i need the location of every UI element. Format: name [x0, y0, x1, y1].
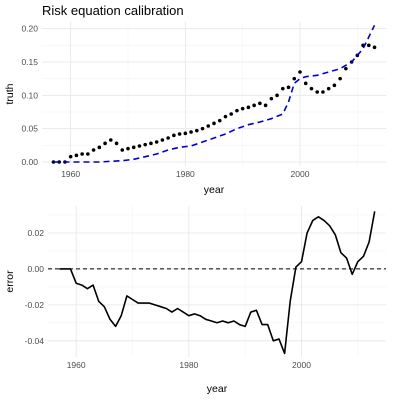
- error-line: [59, 211, 376, 355]
- data-point: [309, 86, 314, 91]
- x-tick-label: 1960: [61, 169, 80, 179]
- y-tick-label: 0.15: [21, 57, 38, 67]
- data-point: [298, 70, 302, 74]
- data-point: [217, 118, 222, 123]
- data-point: [332, 83, 337, 88]
- data-point: [303, 81, 308, 86]
- data-point: [275, 93, 279, 98]
- data-point: [172, 133, 176, 138]
- data-point: [189, 130, 193, 134]
- y-tick-label: 0.20: [21, 24, 38, 34]
- data-point: [326, 86, 331, 91]
- y-axis-label: truth: [4, 83, 16, 104]
- x-tick-label: 2000: [292, 360, 311, 370]
- data-point: [183, 131, 188, 136]
- truth-panel: 1960 1980 2000 0.00 0.05 0.10 0.15 0.20 year trut…: [4, 22, 386, 196]
- data-point: [137, 144, 142, 148]
- data-point: [149, 141, 153, 146]
- data-point: [252, 103, 256, 108]
- data-point: [206, 124, 211, 128]
- x-axis-label: year: [207, 383, 228, 395]
- prediction-line: [53, 24, 376, 163]
- data-point: [91, 148, 96, 152]
- data-point: [126, 146, 130, 151]
- data-point: [321, 90, 325, 94]
- data-point: [269, 96, 274, 101]
- data-point: [258, 101, 262, 106]
- x-tick-label: 2000: [291, 169, 310, 179]
- data-point: [86, 152, 90, 156]
- data-point: [166, 136, 170, 140]
- x-axis-label: year: [204, 184, 225, 196]
- data-point: [229, 112, 233, 116]
- data-point: [80, 152, 84, 156]
- data-point: [281, 86, 285, 91]
- data-point: [114, 141, 119, 146]
- x-tick-label: 1980: [176, 169, 195, 179]
- x-tick-label: 1960: [67, 360, 86, 370]
- data-point: [367, 43, 371, 48]
- data-point: [103, 141, 107, 146]
- data-point: [292, 76, 297, 81]
- data-point: [344, 66, 348, 71]
- data-point: [120, 148, 125, 152]
- data-point: [143, 142, 147, 147]
- data-point: [51, 160, 56, 164]
- data-point: [223, 114, 228, 119]
- y-tick-label: -0.02: [25, 300, 45, 310]
- data-point: [200, 126, 205, 131]
- y-tick-label: 0.00: [21, 157, 38, 167]
- data-point: [372, 45, 377, 50]
- y-tick-label: -0.04: [25, 336, 45, 346]
- data-point: [263, 103, 268, 108]
- data-point: [97, 145, 102, 150]
- data-point: [154, 140, 159, 144]
- data-point: [177, 132, 182, 136]
- data-point: [160, 138, 165, 142]
- y-axis-label: error: [4, 270, 16, 293]
- y-tick-label: 0.05: [21, 124, 38, 134]
- error-panel: 1960 1980 2000 -0.04 -0.02 0.00 0.02 year error: [4, 206, 386, 395]
- y-tick-label: 0.02: [27, 228, 44, 238]
- data-point: [74, 153, 79, 158]
- data-point: [195, 128, 199, 133]
- data-point: [131, 145, 136, 150]
- data-point: [235, 108, 239, 113]
- y-tick-label: 0.00: [27, 264, 44, 274]
- x-tick-label: 1980: [179, 360, 198, 370]
- data-point: [240, 106, 245, 111]
- data-point: [68, 154, 73, 159]
- data-point: [212, 121, 216, 126]
- chart-title: Risk equation calibration: [42, 3, 184, 18]
- data-point: [315, 90, 320, 94]
- data-point: [109, 138, 113, 142]
- data-point: [246, 105, 251, 110]
- data-point: [286, 85, 291, 90]
- data-point: [338, 76, 342, 81]
- y-tick-label: 0.10: [21, 90, 38, 100]
